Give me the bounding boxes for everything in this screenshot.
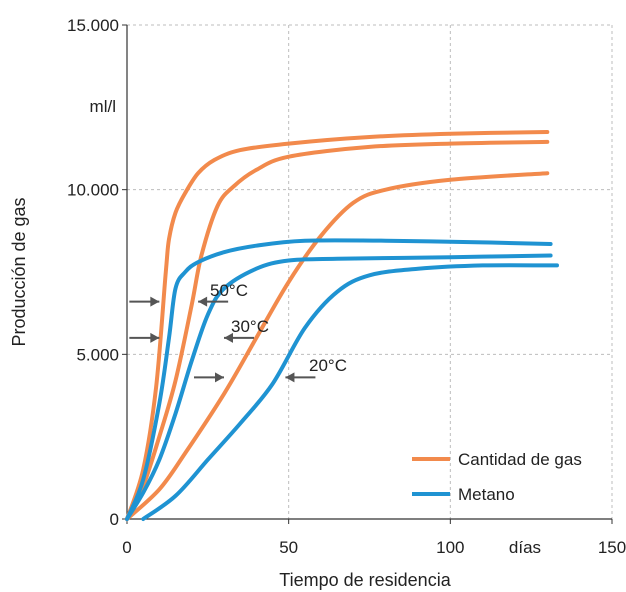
- series-line-methane-30c: [125, 253, 553, 521]
- x-tick-label-50: 50: [279, 538, 298, 557]
- temp-label-30: 30°C: [231, 317, 269, 336]
- x-tick-label-100: 100: [436, 538, 464, 557]
- legend-label-gas: Cantidad de gas: [458, 450, 582, 469]
- pointer-arrow-6: [285, 372, 316, 383]
- legend-label-methane: Metano: [458, 485, 515, 504]
- y-tick-label-0: 0: [110, 510, 119, 529]
- y-tick-label-15.000: 15.000: [67, 16, 119, 35]
- x-tick-label-150: 150: [598, 538, 626, 557]
- arrow-layer: [129, 296, 316, 383]
- tick-labels: 0 50 100 150 0 5.000 10.000 15.000: [67, 16, 626, 557]
- y-tick-label-5.000: 5.000: [76, 345, 119, 364]
- y-tick-label-10.000: 10.000: [67, 181, 119, 200]
- pointer-arrow-5: [194, 372, 224, 383]
- x-unit-label: días: [509, 538, 541, 557]
- pointer-arrow-4: [224, 332, 254, 343]
- temp-label-20: 20°C: [309, 356, 347, 375]
- temp-label-50: 50°C: [210, 281, 248, 300]
- pointer-arrow-3: [129, 332, 160, 343]
- series-line-gas-20c: [125, 171, 550, 521]
- x-axis-title: Tiempo de residencia: [279, 570, 451, 590]
- axes: [122, 24, 613, 524]
- y-unit-label: ml/l: [90, 97, 116, 116]
- x-tick-label-0: 0: [122, 538, 131, 557]
- pointer-arrow-2: [198, 296, 229, 307]
- legend: Cantidad de gas Metano: [412, 450, 582, 504]
- series-line-methane-20c: [141, 263, 559, 521]
- pointer-arrow-1: [129, 296, 160, 307]
- y-axis-title: Producción de gas: [9, 197, 29, 346]
- series-layer: [125, 130, 559, 521]
- series-line-gas-50c: [125, 130, 550, 521]
- series-line-gas-30c: [125, 139, 550, 521]
- grid: [127, 24, 613, 519]
- series-line-methane-50c: [125, 238, 553, 521]
